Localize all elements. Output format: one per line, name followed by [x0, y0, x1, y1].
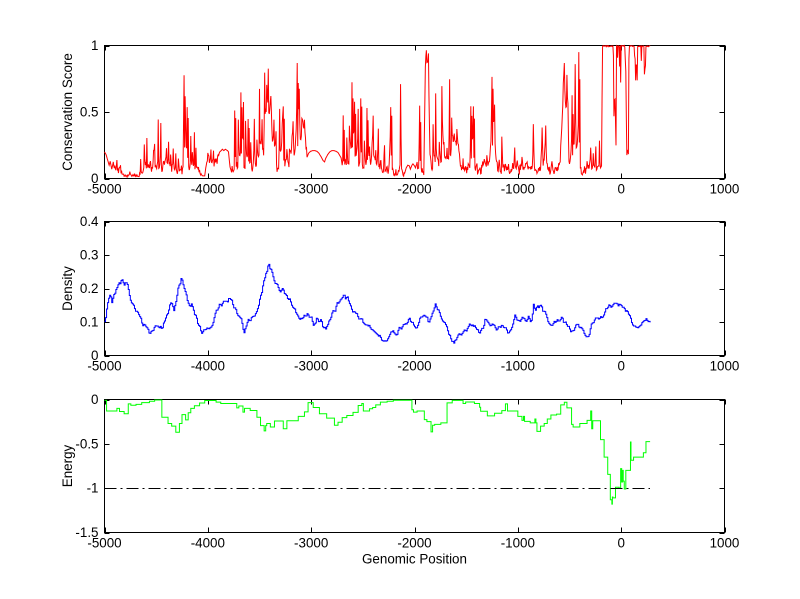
- x-tick-label: 0: [617, 358, 624, 373]
- axes-box: [104, 45, 725, 179]
- x-tick-label: -1000: [501, 358, 535, 373]
- series-density: [104, 263, 651, 344]
- x-tick-label: -5000: [87, 535, 121, 550]
- x-tick-label: 0: [617, 535, 624, 550]
- x-tick-label: -1000: [501, 181, 535, 196]
- subplot-2: -5000 -4000 -3000 -2000 -1000 0 1000 0 0.1 0.2 0.3…: [60, 214, 739, 373]
- tick-marks: [104, 399, 726, 534]
- x-tick-label: -5000: [87, 358, 121, 373]
- series-energy: [104, 399, 651, 505]
- x-tick-label: 0: [617, 181, 624, 196]
- y-tick-label: 0.4: [80, 214, 99, 229]
- x-tick-label: -3000: [294, 181, 328, 196]
- y-tick-label: 0: [91, 348, 98, 363]
- x-tick-label: -4000: [191, 535, 225, 550]
- x-axis-label: Genomic Position: [362, 552, 467, 567]
- x-tick-label: -5000: [87, 181, 121, 196]
- y-tick-label: 0.3: [80, 248, 99, 263]
- x-tick-label: 1000: [710, 358, 740, 373]
- x-tick-label: -4000: [191, 181, 225, 196]
- x-tick-label: -2000: [397, 181, 431, 196]
- y-tick-label: 0: [91, 171, 98, 186]
- x-tick-label: 1000: [710, 181, 740, 196]
- x-tick-label: 1000: [710, 535, 740, 550]
- y-tick-label: -0.5: [75, 436, 98, 451]
- x-tick-label: -2000: [397, 358, 431, 373]
- y-tick-label: -1.5: [75, 525, 98, 540]
- y-axis-label: Conservation Score: [60, 53, 75, 171]
- tick-marks: [104, 221, 726, 357]
- x-tick-label: -4000: [191, 358, 225, 373]
- x-tick-label: -3000: [294, 358, 328, 373]
- y-tick-label: 0: [91, 392, 98, 407]
- subplots-container: -5000 -4000 -3000 -2000 -1000 0 100000.51Conse…: [60, 38, 739, 550]
- subplot-1: -5000 -4000 -3000 -2000 -1000 0 1000 0 0.5 1 Conse…: [60, 38, 739, 196]
- axes-box: [104, 221, 725, 356]
- x-tick-label: -3000: [294, 535, 328, 550]
- y-tick-label: -1: [87, 481, 99, 496]
- y-tick-label: 0.5: [80, 105, 99, 120]
- x-tick-label: -2000: [397, 535, 431, 550]
- tick-marks: [104, 45, 726, 180]
- y-tick-label: 1: [91, 38, 98, 53]
- axes-box: [104, 399, 725, 533]
- y-axis-label: Energy: [60, 444, 75, 487]
- y-tick-label: 0.2: [80, 281, 99, 296]
- y-tick-label: 0.1: [80, 315, 99, 330]
- subplot-3: -5000 -4000 -3000 -2000 -1000 0 1000 -1.5 -1 -0.5…: [60, 392, 739, 550]
- y-axis-label: Density: [60, 266, 75, 311]
- x-tick-label: -1000: [501, 535, 535, 550]
- series-conservation_score: [104, 44, 651, 179]
